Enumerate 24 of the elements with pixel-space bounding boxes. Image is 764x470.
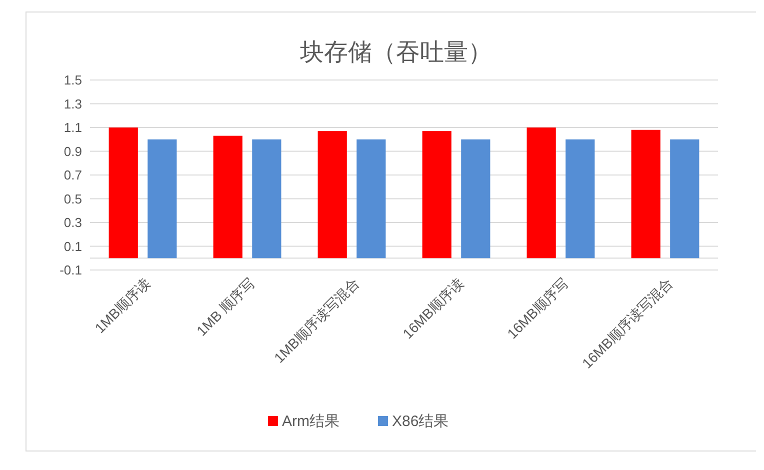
bar — [252, 139, 282, 258]
legend-label: Arm结果 — [282, 413, 340, 430]
bar — [526, 128, 556, 258]
y-tick-label: 0.9 — [64, 144, 82, 159]
y-tick-label: 0.3 — [64, 215, 82, 230]
legend-label: X86结果 — [392, 413, 449, 430]
chart-title: 块存储（吞吐量） — [299, 39, 492, 66]
bar — [566, 139, 595, 258]
y-tick-label: 0.5 — [64, 191, 82, 206]
y-tick-label: 0.1 — [64, 238, 82, 254]
bar — [461, 139, 490, 258]
y-tick-label: -0.1 — [60, 262, 82, 278]
bar — [422, 131, 452, 258]
y-tick-label: 1.1 — [64, 120, 82, 136]
y-tick-label: 1.3 — [64, 96, 82, 112]
bar — [631, 130, 660, 258]
bar — [318, 131, 347, 258]
bar — [356, 139, 386, 258]
bar — [213, 136, 242, 258]
bar — [670, 139, 700, 258]
bar — [108, 128, 138, 258]
y-tick-label: 1.5 — [64, 72, 82, 88]
y-tick-label: 0.7 — [64, 168, 82, 183]
bar — [148, 139, 177, 258]
